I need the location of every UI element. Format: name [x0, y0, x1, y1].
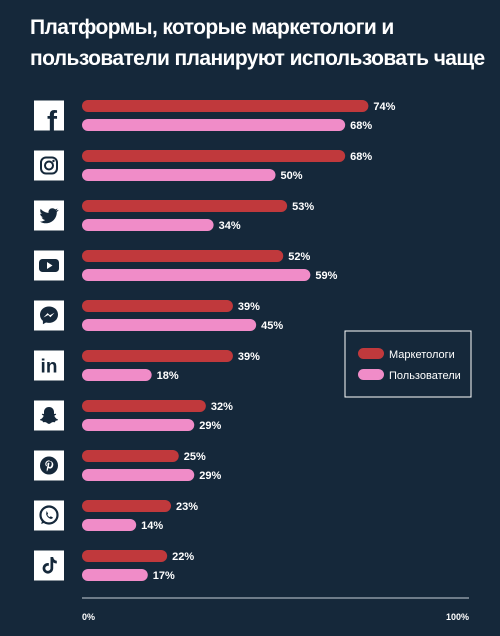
- value-label-snapchat-marketers: 32%: [211, 401, 233, 413]
- bars: [82, 100, 369, 581]
- value-labels: 74%68%68%50%53%34%52%59%39%45%39%18%32%2…: [141, 101, 395, 582]
- value-label-twitter-users: 34%: [219, 220, 241, 232]
- legend-label-marketers: Маркетологи: [389, 349, 455, 361]
- x-tick-label-max: 100%: [446, 612, 469, 622]
- linkedin-icon: in: [34, 350, 64, 381]
- twitter-icon: [34, 200, 64, 231]
- value-label-youtube-users: 59%: [315, 270, 337, 282]
- bar-youtube-marketers: [82, 250, 284, 262]
- youtube-icon: [34, 250, 64, 281]
- legend: Маркетологи Пользователи: [344, 330, 472, 398]
- svg-text:f: f: [47, 106, 58, 139]
- chart-title: Платформы, которые маркетологи и пользов…: [30, 16, 485, 70]
- bar-tiktok-users: [82, 569, 148, 581]
- bar-pinterest-marketers: [82, 450, 179, 462]
- value-label-pinterest-marketers: 25%: [184, 451, 206, 463]
- bar-linkedin-users: [82, 369, 152, 381]
- bar-pinterest-users: [82, 469, 195, 481]
- snapchat-icon: [34, 400, 64, 431]
- value-label-twitter-marketers: 53%: [292, 201, 314, 213]
- bar-instagram-users: [82, 169, 276, 181]
- platform-icons: f in: [34, 100, 64, 581]
- whatsapp-icon: [34, 500, 64, 531]
- bar-tiktok-marketers: [82, 550, 168, 562]
- value-label-whatsapp-marketers: 23%: [176, 501, 198, 513]
- messenger-icon: [34, 300, 64, 331]
- tiktok-icon: [34, 550, 64, 581]
- bar-facebook-marketers: [82, 100, 369, 112]
- value-label-facebook-marketers: 74%: [373, 101, 395, 113]
- bar-linkedin-marketers: [82, 350, 233, 362]
- value-label-linkedin-users: 18%: [157, 370, 179, 382]
- value-label-instagram-marketers: 68%: [350, 151, 372, 163]
- pinterest-icon: [34, 450, 64, 481]
- bar-whatsapp-users: [82, 519, 137, 531]
- value-label-tiktok-users: 17%: [153, 570, 175, 582]
- legend-swatch-marketers: [358, 348, 384, 359]
- bar-snapchat-marketers: [82, 400, 206, 412]
- bar-whatsapp-marketers: [82, 500, 172, 512]
- value-label-tiktok-marketers: 22%: [172, 551, 194, 563]
- value-label-pinterest-users: 29%: [199, 470, 221, 482]
- facebook-icon: f: [34, 100, 64, 139]
- x-tick-label-min: 0%: [82, 612, 95, 622]
- instagram-icon: [34, 150, 64, 181]
- legend-label-users: Пользователи: [389, 370, 461, 382]
- value-label-instagram-users: 50%: [281, 170, 303, 182]
- value-label-snapchat-users: 29%: [199, 420, 221, 432]
- value-label-messenger-users: 45%: [261, 320, 283, 332]
- svg-text:in: in: [41, 357, 58, 378]
- value-label-youtube-marketers: 52%: [288, 251, 310, 263]
- bar-instagram-marketers: [82, 150, 346, 162]
- bar-youtube-users: [82, 269, 311, 281]
- value-label-facebook-users: 68%: [350, 120, 372, 132]
- bar-messenger-marketers: [82, 300, 233, 312]
- bar-twitter-marketers: [82, 200, 288, 212]
- legend-swatch-users: [358, 369, 384, 380]
- value-label-whatsapp-users: 14%: [141, 520, 163, 532]
- bar-twitter-users: [82, 219, 214, 231]
- value-label-messenger-marketers: 39%: [238, 301, 260, 313]
- value-label-linkedin-marketers: 39%: [238, 351, 260, 363]
- x-axis: 0% 100%: [82, 597, 469, 622]
- legend-frame: [344, 330, 472, 398]
- bar-messenger-users: [82, 319, 257, 331]
- bar-snapchat-users: [82, 419, 195, 431]
- bar-facebook-users: [82, 119, 346, 131]
